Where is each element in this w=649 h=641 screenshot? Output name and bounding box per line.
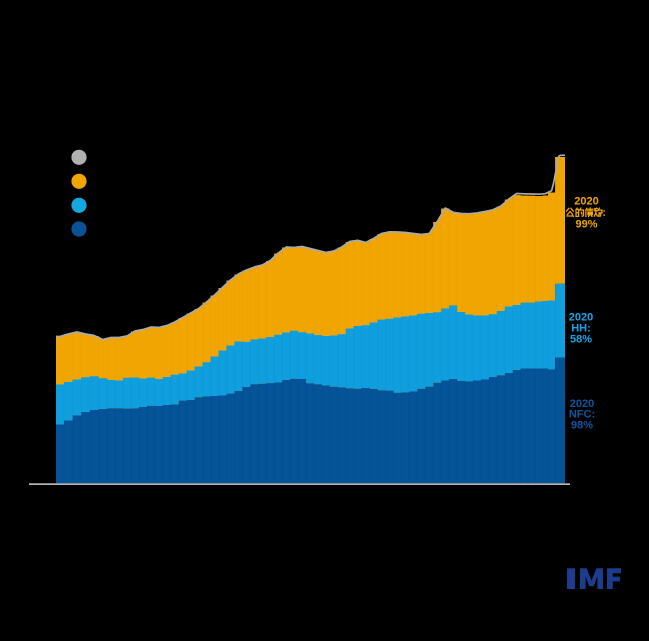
svg-text:HH:: HH: [571, 323, 591, 335]
svg-text:2020: 2020 [570, 398, 594, 410]
svg-text:58%: 58% [570, 334, 592, 346]
svg-text:NFC:: NFC: [569, 409, 595, 421]
svg-text:99%: 99% [575, 219, 597, 231]
svg-text:2020: 2020 [574, 196, 598, 208]
svg-text:2020: 2020 [569, 312, 593, 324]
svg-text:98%: 98% [571, 420, 593, 432]
